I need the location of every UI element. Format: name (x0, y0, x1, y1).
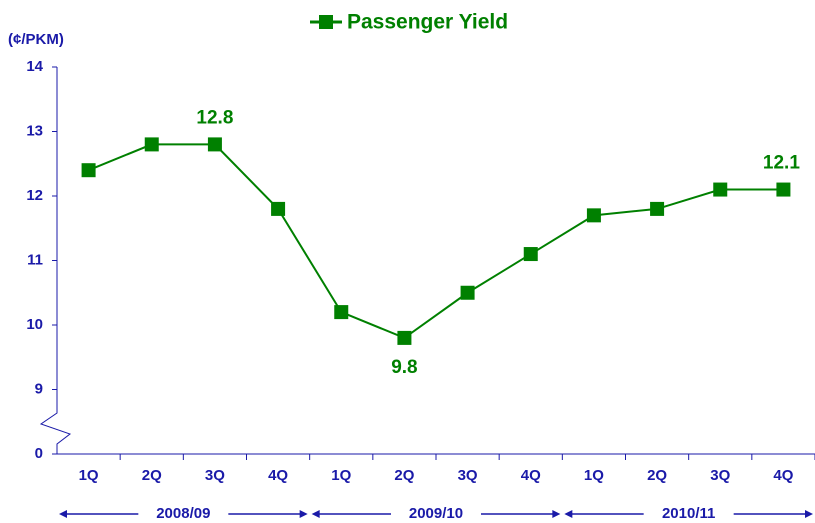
x-tick-label: 1Q (584, 467, 604, 484)
group-label: 2009/10 (409, 505, 463, 522)
data-point (713, 182, 728, 197)
x-tick-label: 4Q (773, 467, 793, 484)
x-tick-label: 3Q (458, 467, 478, 484)
data-point (81, 163, 96, 178)
x-tick-label: 1Q (79, 467, 99, 484)
x-tick-label: 4Q (521, 467, 541, 484)
legend-marker (319, 15, 333, 29)
x-tick-label: 3Q (710, 467, 730, 484)
data-label: 12.8 (196, 107, 233, 128)
arrow-head (805, 510, 813, 518)
data-point (650, 201, 665, 216)
group-label: 2010/11 (662, 505, 715, 522)
y-axis-label: (¢/PKM) (8, 31, 64, 48)
arrow-head (311, 510, 320, 518)
x-tick-label: 4Q (268, 467, 288, 484)
data-point (397, 330, 412, 345)
arrow-head (564, 510, 573, 518)
y-tick-label: 10 (26, 316, 43, 333)
data-point (207, 137, 222, 152)
group-label: 2008/09 (156, 505, 210, 522)
arrow-head (59, 510, 67, 518)
y-tick-label: 9 (35, 380, 43, 397)
x-tick-label: 2Q (142, 467, 162, 484)
x-tick-label: 1Q (331, 467, 351, 484)
legend-label: Passenger Yield (347, 11, 508, 34)
data-point (271, 201, 286, 216)
y-tick-label: 13 (26, 122, 43, 139)
x-tick-label: 3Q (205, 467, 225, 484)
data-point (460, 285, 475, 300)
series-line (88, 143, 784, 340)
data-point (523, 247, 538, 262)
data-point (144, 137, 159, 152)
data-label: 12.1 (763, 153, 800, 174)
data-label: 9.8 (391, 357, 417, 378)
y-tick-label: 0 (35, 445, 43, 462)
y-tick-label: 12 (26, 187, 43, 204)
data-point (776, 182, 791, 197)
data-point (334, 305, 349, 320)
y-tick-label: 11 (27, 251, 43, 268)
arrow-head (552, 510, 561, 518)
y-axis (39, 67, 72, 454)
x-tick-label: 2Q (647, 467, 667, 484)
arrow-head (299, 510, 308, 518)
data-point (586, 208, 601, 223)
y-tick-label: 14 (26, 58, 43, 75)
x-tick-label: 2Q (394, 467, 414, 484)
